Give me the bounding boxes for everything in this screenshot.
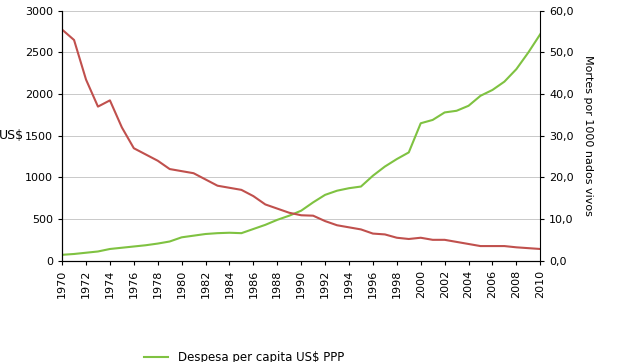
Mortalidade Infantil bbox=[94, 105, 102, 109]
Mortalidade Infantil bbox=[106, 98, 114, 102]
Mortalidade Infantil bbox=[489, 244, 496, 248]
Mortalidade Infantil bbox=[130, 146, 138, 151]
Mortalidade Infantil bbox=[178, 169, 186, 173]
Despesa per capita US$ PPP bbox=[333, 189, 341, 193]
Despesa per capita US$ PPP bbox=[202, 232, 209, 236]
Mortalidade Infantil bbox=[202, 177, 209, 182]
Despesa per capita US$ PPP bbox=[429, 118, 437, 122]
Mortalidade Infantil bbox=[166, 167, 173, 171]
Mortalidade Infantil bbox=[154, 159, 161, 163]
Despesa per capita US$ PPP bbox=[214, 231, 221, 235]
Mortalidade Infantil bbox=[405, 237, 412, 241]
Despesa per capita US$ PPP bbox=[405, 150, 412, 155]
Despesa per capita US$ PPP bbox=[70, 252, 78, 256]
Despesa per capita US$ PPP bbox=[297, 209, 305, 213]
Despesa per capita US$ PPP bbox=[238, 231, 245, 235]
Despesa per capita US$ PPP bbox=[453, 109, 460, 113]
Mortalidade Infantil bbox=[537, 247, 544, 251]
Despesa per capita US$ PPP bbox=[166, 239, 173, 244]
Despesa per capita US$ PPP bbox=[190, 233, 197, 238]
Line: Despesa per capita US$ PPP: Despesa per capita US$ PPP bbox=[62, 34, 540, 255]
Mortalidade Infantil bbox=[381, 232, 389, 237]
Mortalidade Infantil bbox=[393, 236, 401, 240]
Mortalidade Infantil bbox=[226, 186, 233, 190]
Despesa per capita US$ PPP bbox=[154, 241, 161, 246]
Mortalidade Infantil bbox=[477, 244, 484, 248]
Despesa per capita US$ PPP bbox=[345, 186, 353, 190]
Despesa per capita US$ PPP bbox=[501, 80, 508, 84]
Mortalidade Infantil bbox=[513, 245, 520, 249]
Mortalidade Infantil bbox=[309, 214, 317, 218]
Line: Mortalidade Infantil: Mortalidade Infantil bbox=[62, 30, 540, 249]
Despesa per capita US$ PPP bbox=[226, 231, 233, 235]
Y-axis label: Mortes por 1000 nados vivos: Mortes por 1000 nados vivos bbox=[583, 55, 594, 216]
Mortalidade Infantil bbox=[70, 38, 78, 42]
Despesa per capita US$ PPP bbox=[142, 243, 150, 247]
Despesa per capita US$ PPP bbox=[465, 104, 472, 108]
Mortalidade Infantil bbox=[273, 206, 281, 211]
Despesa per capita US$ PPP bbox=[261, 223, 269, 227]
Despesa per capita US$ PPP bbox=[441, 110, 448, 115]
Despesa per capita US$ PPP bbox=[381, 164, 389, 169]
Mortalidade Infantil bbox=[501, 244, 508, 248]
Despesa per capita US$ PPP bbox=[130, 244, 138, 249]
Mortalidade Infantil bbox=[417, 236, 425, 240]
Mortalidade Infantil bbox=[322, 219, 329, 223]
Despesa per capita US$ PPP bbox=[58, 253, 66, 257]
Despesa per capita US$ PPP bbox=[82, 251, 89, 255]
Mortalidade Infantil bbox=[238, 188, 245, 192]
Despesa per capita US$ PPP bbox=[118, 245, 125, 250]
Mortalidade Infantil bbox=[345, 225, 353, 230]
Despesa per capita US$ PPP bbox=[178, 235, 186, 240]
Despesa per capita US$ PPP bbox=[537, 32, 544, 36]
Despesa per capita US$ PPP bbox=[525, 50, 532, 55]
Mortalidade Infantil bbox=[525, 246, 532, 251]
Mortalidade Infantil bbox=[333, 223, 341, 227]
Despesa per capita US$ PPP bbox=[322, 193, 329, 197]
Despesa per capita US$ PPP bbox=[417, 121, 425, 126]
Mortalidade Infantil bbox=[142, 152, 150, 157]
Despesa per capita US$ PPP bbox=[513, 67, 520, 71]
Mortalidade Infantil bbox=[297, 213, 305, 218]
Despesa per capita US$ PPP bbox=[106, 247, 114, 251]
Y-axis label: US$: US$ bbox=[0, 129, 24, 142]
Mortalidade Infantil bbox=[58, 28, 66, 32]
Mortalidade Infantil bbox=[441, 237, 448, 242]
Despesa per capita US$ PPP bbox=[273, 218, 281, 222]
Mortalidade Infantil bbox=[261, 202, 269, 207]
Mortalidade Infantil bbox=[286, 211, 293, 215]
Mortalidade Infantil bbox=[214, 184, 221, 188]
Mortalidade Infantil bbox=[250, 194, 257, 198]
Mortalidade Infantil bbox=[357, 227, 365, 232]
Despesa per capita US$ PPP bbox=[286, 214, 293, 218]
Despesa per capita US$ PPP bbox=[309, 200, 317, 205]
Despesa per capita US$ PPP bbox=[369, 173, 377, 178]
Despesa per capita US$ PPP bbox=[250, 227, 257, 231]
Mortalidade Infantil bbox=[465, 242, 472, 246]
Mortalidade Infantil bbox=[190, 171, 197, 175]
Mortalidade Infantil bbox=[429, 237, 437, 242]
Mortalidade Infantil bbox=[82, 77, 89, 82]
Despesa per capita US$ PPP bbox=[477, 94, 484, 98]
Despesa per capita US$ PPP bbox=[94, 249, 102, 254]
Mortalidade Infantil bbox=[118, 125, 125, 130]
Despesa per capita US$ PPP bbox=[489, 88, 496, 92]
Despesa per capita US$ PPP bbox=[393, 157, 401, 161]
Mortalidade Infantil bbox=[453, 240, 460, 244]
Despesa per capita US$ PPP bbox=[357, 184, 365, 189]
Mortalidade Infantil bbox=[369, 231, 377, 236]
